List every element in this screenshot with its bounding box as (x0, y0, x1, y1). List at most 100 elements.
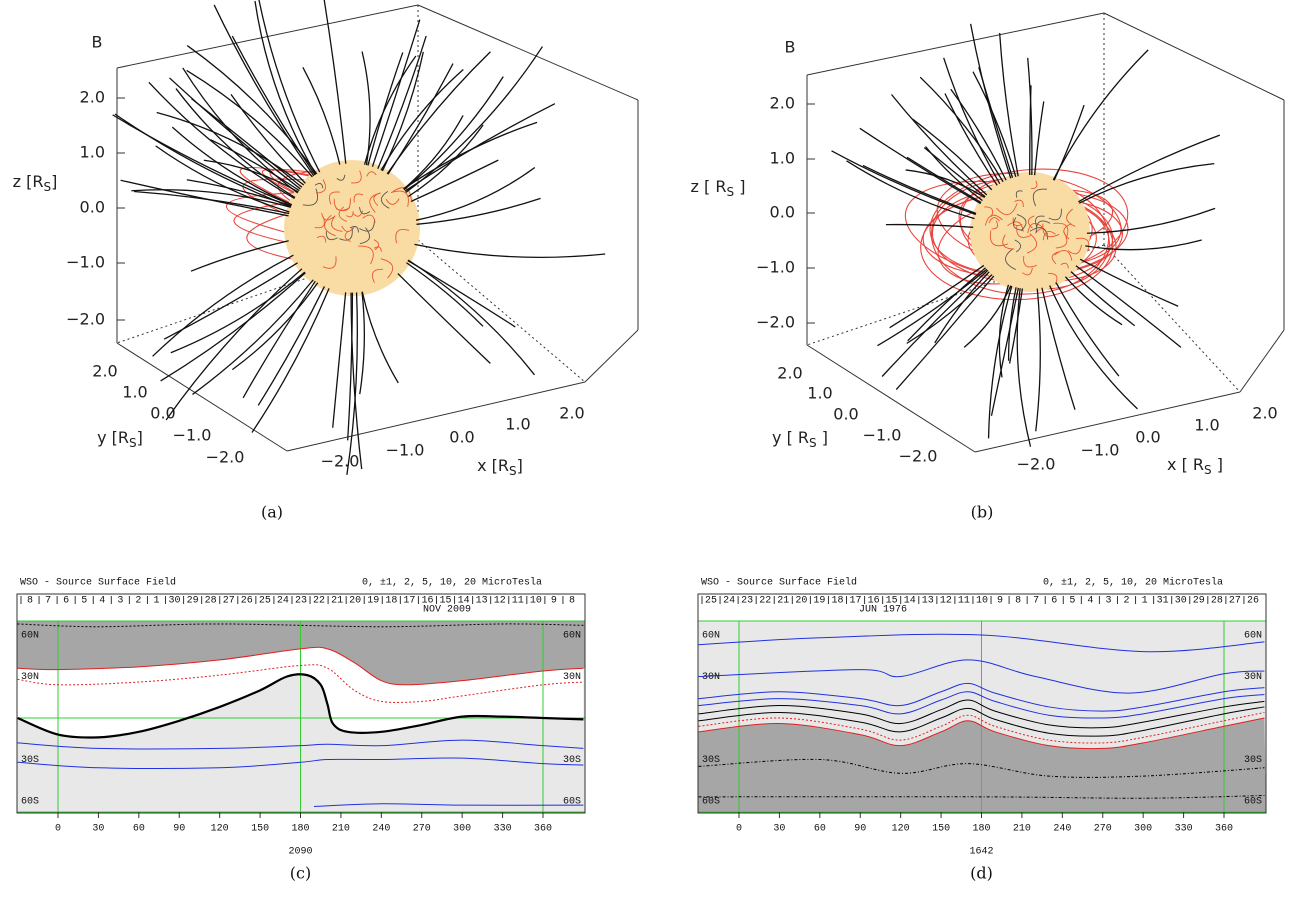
field-line (192, 279, 314, 395)
y-tick-label: 0.0 (150, 404, 175, 423)
surface-loop (1032, 188, 1047, 207)
frame-dotted (806, 244, 1105, 346)
surface-loop (1060, 262, 1069, 269)
surface-loop (1051, 251, 1059, 265)
lat-label: 30N (21, 672, 39, 683)
surface-loop (349, 226, 359, 233)
contour (17, 646, 584, 686)
day-label: 14 (904, 596, 916, 607)
field-line (1052, 49, 1149, 181)
field-line (919, 76, 1004, 183)
day-label: 8 (1015, 596, 1021, 607)
day-label: 28 (1211, 596, 1223, 607)
field-line (160, 272, 306, 382)
field-line (1075, 265, 1182, 348)
z-tick-label: 2.0 (770, 94, 795, 113)
surface-loop (1030, 180, 1038, 189)
x-tick-label: 120 (892, 824, 910, 835)
frame-edge (116, 342, 288, 452)
field-line (213, 4, 315, 177)
frame-edge (417, 4, 639, 101)
field-line (415, 166, 536, 221)
contour (698, 699, 1265, 729)
lat-label: 30N (1244, 672, 1262, 683)
surface-loop (1016, 214, 1027, 232)
lat-label: 30S (563, 755, 581, 766)
map-title: WSO - Source Surface Field (20, 577, 176, 589)
field-line (361, 291, 399, 384)
x-tick-label: 150 (251, 824, 269, 835)
axis-label-text: ] (1212, 455, 1223, 474)
surface-loop (373, 239, 380, 251)
axis-label-sub: S (43, 180, 51, 194)
z-tick-label: 0.0 (770, 203, 795, 222)
surface-loop (988, 217, 1000, 224)
surface-loop (1053, 222, 1069, 239)
field-line (998, 284, 1010, 378)
surface-loop (989, 230, 1009, 247)
field-line (963, 285, 1012, 348)
surface-loop (352, 210, 363, 217)
axis-label-text: ] (137, 428, 143, 447)
axis-label: z [ RS ] (691, 177, 746, 199)
field-line (859, 127, 981, 205)
contour (698, 717, 1265, 750)
day-label: 21 (331, 596, 343, 607)
surface-loop (1055, 231, 1068, 249)
day-label: 19 (813, 596, 825, 607)
day-label: 4 (99, 596, 105, 607)
frame-edge (286, 381, 586, 452)
field-line (186, 69, 313, 178)
surface-loop (1005, 248, 1016, 270)
field-line (950, 88, 1007, 181)
frame-edge (806, 12, 1105, 76)
x-tick-label: 150 (932, 824, 950, 835)
map-title: WSO - Source Surface Field (701, 577, 857, 589)
field-line (1086, 207, 1216, 234)
x-tick-label: 240 (1053, 824, 1071, 835)
field-line (877, 268, 988, 347)
day-label: 1 (153, 596, 159, 607)
lat-label: 30N (702, 672, 720, 683)
day-label: 24 (277, 596, 289, 607)
frame-dotted (1103, 244, 1241, 393)
field-line (231, 35, 316, 176)
day-label: 26 (241, 596, 253, 607)
field-line (387, 63, 454, 175)
field-line (1008, 288, 1024, 364)
surface-loop (351, 170, 362, 184)
field-line (120, 179, 289, 217)
field-line (416, 197, 541, 225)
contour (17, 673, 584, 739)
day-label: 26 (1247, 596, 1259, 607)
field-line (363, 55, 417, 165)
field-line (906, 156, 982, 204)
panel-title: B (785, 38, 796, 57)
closed-loop (261, 169, 310, 194)
surface-loop (1012, 217, 1023, 227)
rotation-number: 1642 (969, 847, 993, 858)
x-tick-label: 60 (133, 824, 145, 835)
x-tick-label: −2.0 (321, 452, 360, 471)
contour (17, 664, 584, 703)
field-line (414, 243, 606, 259)
surface-loop (322, 256, 337, 269)
contour (17, 739, 584, 750)
frame-edge (974, 391, 1241, 453)
field-line (944, 93, 998, 186)
surface-loop (1063, 223, 1072, 240)
x-tick-label: 90 (854, 824, 866, 835)
frame-dotted (417, 239, 586, 383)
field-line (925, 146, 983, 202)
field-line (231, 282, 319, 371)
x-tick-label: −1.0 (386, 441, 425, 460)
field-line (302, 66, 341, 165)
day-label: 2 (1124, 596, 1130, 607)
field-line (1078, 134, 1221, 203)
day-label: 5 (81, 596, 87, 607)
field-line (1078, 162, 1215, 204)
contour (698, 682, 1265, 712)
field-line (1085, 239, 1202, 251)
axis-label-sub: S (726, 185, 734, 199)
field-line (1035, 288, 1041, 432)
